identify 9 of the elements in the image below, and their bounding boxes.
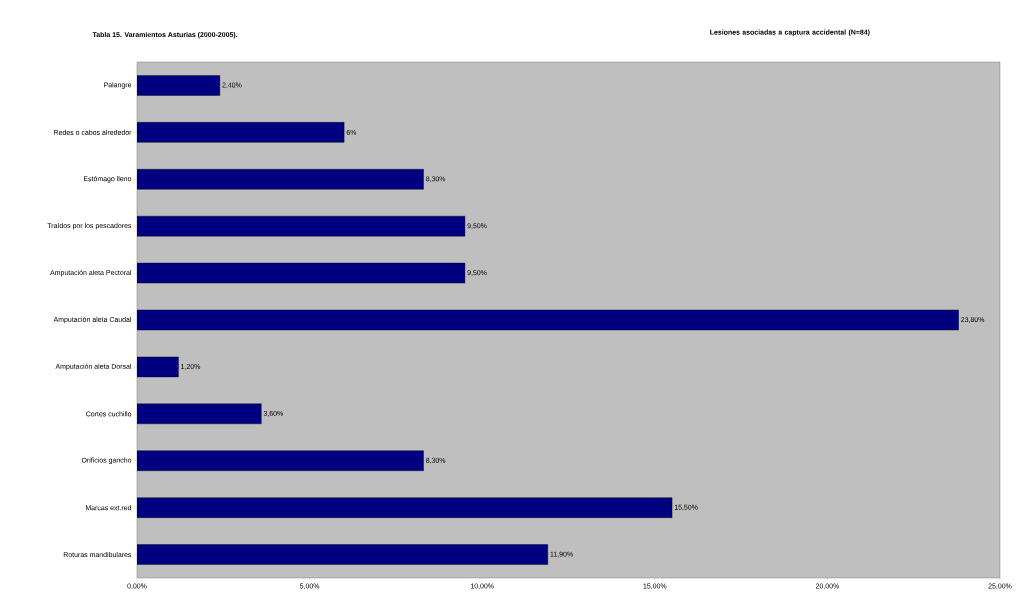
bar bbox=[137, 215, 466, 237]
bar bbox=[137, 75, 221, 96]
bar bbox=[137, 169, 424, 190]
bar bbox=[137, 403, 262, 425]
bar bbox=[137, 122, 345, 143]
bar bbox=[137, 544, 548, 565]
bar bbox=[137, 309, 959, 331]
bar bbox=[137, 450, 424, 471]
bar bbox=[137, 497, 673, 518]
